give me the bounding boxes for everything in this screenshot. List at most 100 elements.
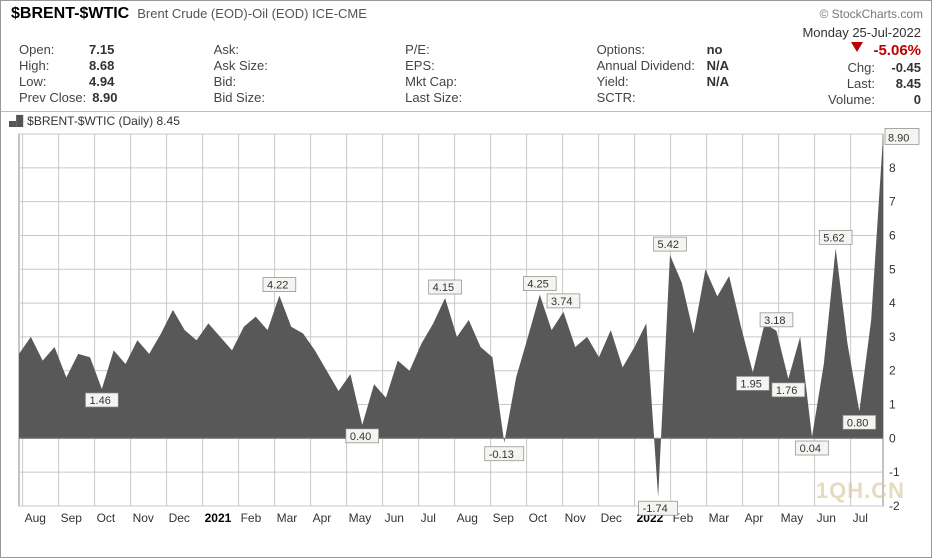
pe-label: P/E: <box>405 42 469 57</box>
header-row: $BRENT-$WTIC Brent Crude (EOD)-Oil (EOD)… <box>1 1 931 25</box>
down-triangle-icon <box>851 42 863 52</box>
high-label: High: <box>19 58 83 73</box>
svg-text:0.80: 0.80 <box>847 417 868 429</box>
col-pe: P/E: EPS: Mkt Cap: Last Size: <box>405 42 509 107</box>
svg-text:6: 6 <box>889 228 896 242</box>
svg-text:Sep: Sep <box>493 511 515 525</box>
attribution: © StockCharts.com <box>819 7 923 21</box>
svg-text:3.74: 3.74 <box>551 296 572 308</box>
svg-text:Jul: Jul <box>853 511 868 525</box>
svg-text:8.90: 8.90 <box>888 132 909 144</box>
svg-text:1.95: 1.95 <box>740 378 761 390</box>
vol-value: 0 <box>881 92 921 107</box>
sctr-value <box>707 90 741 105</box>
chart-area: -2-10123456789AugSepOctNovDec2021FebMarA… <box>11 128 923 538</box>
chg-value: -0.45 <box>881 60 921 75</box>
svg-text:Oct: Oct <box>529 511 548 525</box>
col-opts: Options:no Annual Dividend:N/A Yield:N/A… <box>597 42 741 107</box>
svg-text:Jul: Jul <box>421 511 436 525</box>
mktcap-value <box>475 74 509 89</box>
div-value: N/A <box>707 58 741 73</box>
eps-label: EPS: <box>405 58 469 73</box>
svg-text:1: 1 <box>889 398 896 412</box>
svg-text:1.46: 1.46 <box>89 395 110 407</box>
svg-text:Jun: Jun <box>817 511 836 525</box>
options-label: Options: <box>597 42 701 57</box>
low-value: 4.94 <box>89 74 123 89</box>
ticker-description: Brent Crude (EOD)-Oil (EOD) ICE-CME <box>137 6 367 21</box>
high-value: 8.68 <box>89 58 123 73</box>
watermark: 1QH.CN <box>816 478 905 504</box>
chart-svg: -2-10123456789AugSepOctNovDec2021FebMarA… <box>11 128 923 538</box>
ticker-symbol: $BRENT-$WTIC <box>11 5 129 23</box>
chart-container: $BRENT-$WTIC Brent Crude (EOD)-Oil (EOD)… <box>0 0 932 558</box>
svg-text:8: 8 <box>889 161 896 175</box>
svg-text:Aug: Aug <box>457 511 478 525</box>
sctr-label: SCTR: <box>597 90 701 105</box>
svg-text:0: 0 <box>889 431 896 445</box>
svg-text:-1.74: -1.74 <box>643 503 668 515</box>
svg-text:5.42: 5.42 <box>658 239 679 251</box>
asksize-value <box>284 58 318 73</box>
svg-text:3.18: 3.18 <box>764 315 785 327</box>
date-row: Monday 25-Jul-2022 <box>1 25 931 40</box>
svg-text:Jun: Jun <box>385 511 404 525</box>
last-value: 8.45 <box>881 76 921 91</box>
col-change: -5.06% Chg:-0.45 Last:8.45 Volume:0 <box>828 42 921 107</box>
svg-text:3: 3 <box>889 330 896 344</box>
svg-text:2: 2 <box>889 364 896 378</box>
svg-text:Dec: Dec <box>169 511 190 525</box>
svg-text:Mar: Mar <box>709 511 730 525</box>
ask-value <box>284 42 318 57</box>
svg-text:4: 4 <box>889 296 896 310</box>
svg-text:Dec: Dec <box>601 511 622 525</box>
svg-text:0.40: 0.40 <box>350 431 371 443</box>
low-label: Low: <box>19 74 83 89</box>
svg-text:Aug: Aug <box>25 511 46 525</box>
svg-text:Nov: Nov <box>565 511 586 525</box>
prev-label: Prev Close: <box>19 90 86 105</box>
pe-value <box>475 42 509 57</box>
last-label: Last: <box>847 76 875 91</box>
ask-label: Ask: <box>214 42 278 57</box>
svg-text:4.25: 4.25 <box>527 279 548 291</box>
div-label: Annual Dividend: <box>597 58 701 73</box>
lastsize-label: Last Size: <box>405 90 469 105</box>
prev-value: 8.90 <box>92 90 126 105</box>
quote-grid: Open:7.15 High:8.68 Low:4.94 Prev Close:… <box>1 40 931 109</box>
asksize-label: Ask Size: <box>214 58 278 73</box>
svg-text:Apr: Apr <box>313 511 332 525</box>
svg-text:Sep: Sep <box>61 511 83 525</box>
svg-text:5.62: 5.62 <box>823 232 844 244</box>
chart-title: $BRENT-$WTIC (Daily) 8.45 <box>27 114 180 128</box>
options-value: no <box>707 42 741 57</box>
svg-text:Nov: Nov <box>133 511 154 525</box>
svg-text:4.15: 4.15 <box>433 282 454 294</box>
pct-change: -5.06% <box>873 42 921 59</box>
col-askbid: Ask: Ask Size: Bid: Bid Size: <box>214 42 318 107</box>
svg-text:Apr: Apr <box>745 511 764 525</box>
bidsize-value <box>284 90 318 105</box>
svg-text:2021: 2021 <box>205 511 232 525</box>
svg-text:1.76: 1.76 <box>776 385 797 397</box>
svg-text:4.22: 4.22 <box>267 280 288 292</box>
svg-text:7: 7 <box>889 195 896 209</box>
lastsize-value <box>475 90 509 105</box>
svg-text:Mar: Mar <box>277 511 298 525</box>
mktcap-label: Mkt Cap: <box>405 74 469 89</box>
area-icon: ▄█ <box>9 116 23 127</box>
svg-text:-0.13: -0.13 <box>489 449 514 461</box>
svg-text:May: May <box>781 511 804 525</box>
col-ohlc: Open:7.15 High:8.68 Low:4.94 Prev Close:… <box>19 42 126 107</box>
chart-title-row: ▄█ $BRENT-$WTIC (Daily) 8.45 <box>1 112 931 128</box>
open-label: Open: <box>19 42 83 57</box>
bid-value <box>284 74 318 89</box>
bidsize-label: Bid Size: <box>214 90 278 105</box>
svg-text:Oct: Oct <box>97 511 116 525</box>
svg-text:May: May <box>349 511 372 525</box>
eps-value <box>475 58 509 73</box>
yield-value: N/A <box>707 74 741 89</box>
vol-label: Volume: <box>828 92 875 107</box>
svg-text:5: 5 <box>889 262 896 276</box>
bid-label: Bid: <box>214 74 278 89</box>
